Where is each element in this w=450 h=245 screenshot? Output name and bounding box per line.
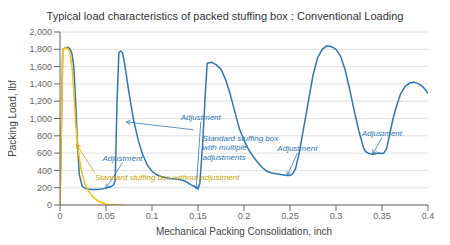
svg-text:Mechanical Packing Consolidati: Mechanical Packing Consolidation, inch xyxy=(156,226,332,237)
svg-text:0: 0 xyxy=(57,211,62,221)
svg-text:800: 800 xyxy=(37,131,52,141)
svg-text:0.3: 0.3 xyxy=(330,211,343,221)
svg-text:Adjustment: Adjustment xyxy=(180,113,222,122)
svg-text:Packing Load, lbf: Packing Load, lbf xyxy=(8,80,18,157)
svg-text:Standard stuffing boxwith mult: Standard stuffing boxwith multipleadjust… xyxy=(203,134,280,161)
svg-text:Adjustment: Adjustment xyxy=(361,129,403,138)
svg-text:0.4: 0.4 xyxy=(422,211,435,221)
svg-text:0.15: 0.15 xyxy=(189,211,207,221)
svg-text:0.05: 0.05 xyxy=(97,211,115,221)
svg-text:0.35: 0.35 xyxy=(373,211,391,221)
svg-text:Standard stuffing box without: Standard stuffing box without adjustment xyxy=(95,173,240,182)
svg-text:1,600: 1,600 xyxy=(29,62,52,72)
svg-text:400: 400 xyxy=(37,166,52,176)
svg-text:1,800: 1,800 xyxy=(29,44,52,54)
svg-text:Adjustment: Adjustment xyxy=(276,144,318,153)
svg-text:0: 0 xyxy=(47,200,52,210)
html-text:Typical load characteristics o: Typical load characteristics of packed s… xyxy=(46,10,404,22)
svg-text:1,000: 1,000 xyxy=(29,114,52,124)
svg-text:0.25: 0.25 xyxy=(281,211,299,221)
svg-text:1,200: 1,200 xyxy=(29,96,52,106)
svg-text:600: 600 xyxy=(37,148,52,158)
svg-text:2,000: 2,000 xyxy=(29,27,52,37)
svg-text:1,400: 1,400 xyxy=(29,79,52,89)
svg-text:0.1: 0.1 xyxy=(146,211,159,221)
svg-text:Adjustment: Adjustment xyxy=(102,154,144,163)
svg-text:0.2: 0.2 xyxy=(238,211,251,221)
svg-text:200: 200 xyxy=(37,183,52,193)
